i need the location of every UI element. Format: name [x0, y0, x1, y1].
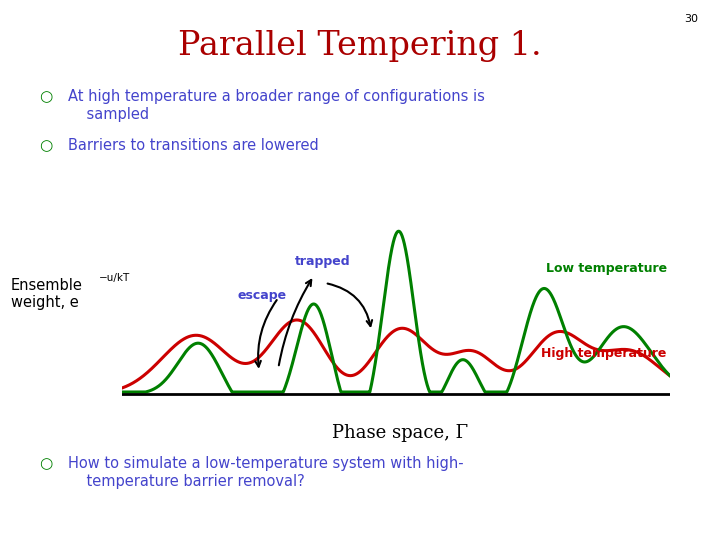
Text: ○: ○ [40, 89, 53, 104]
Text: How to simulate a low-temperature system with high-
    temperature barrier remo: How to simulate a low-temperature system… [68, 456, 464, 489]
Text: escape: escape [238, 289, 287, 302]
Text: Low temperature: Low temperature [546, 262, 667, 275]
Text: At high temperature a broader range of configurations is
    sampled: At high temperature a broader range of c… [68, 89, 485, 122]
Text: ○: ○ [40, 138, 53, 153]
Text: 30: 30 [685, 14, 698, 24]
Text: trapped: trapped [294, 255, 351, 268]
Text: Parallel Tempering 1.: Parallel Tempering 1. [178, 30, 542, 62]
Text: Barriers to transitions are lowered: Barriers to transitions are lowered [68, 138, 319, 153]
Text: Phase space, Γ: Phase space, Γ [331, 424, 468, 442]
Text: ○: ○ [40, 456, 53, 471]
Text: −u/kT: −u/kT [99, 273, 130, 284]
Text: Ensemble
weight, e: Ensemble weight, e [11, 278, 83, 310]
Text: High temperature: High temperature [541, 347, 667, 360]
